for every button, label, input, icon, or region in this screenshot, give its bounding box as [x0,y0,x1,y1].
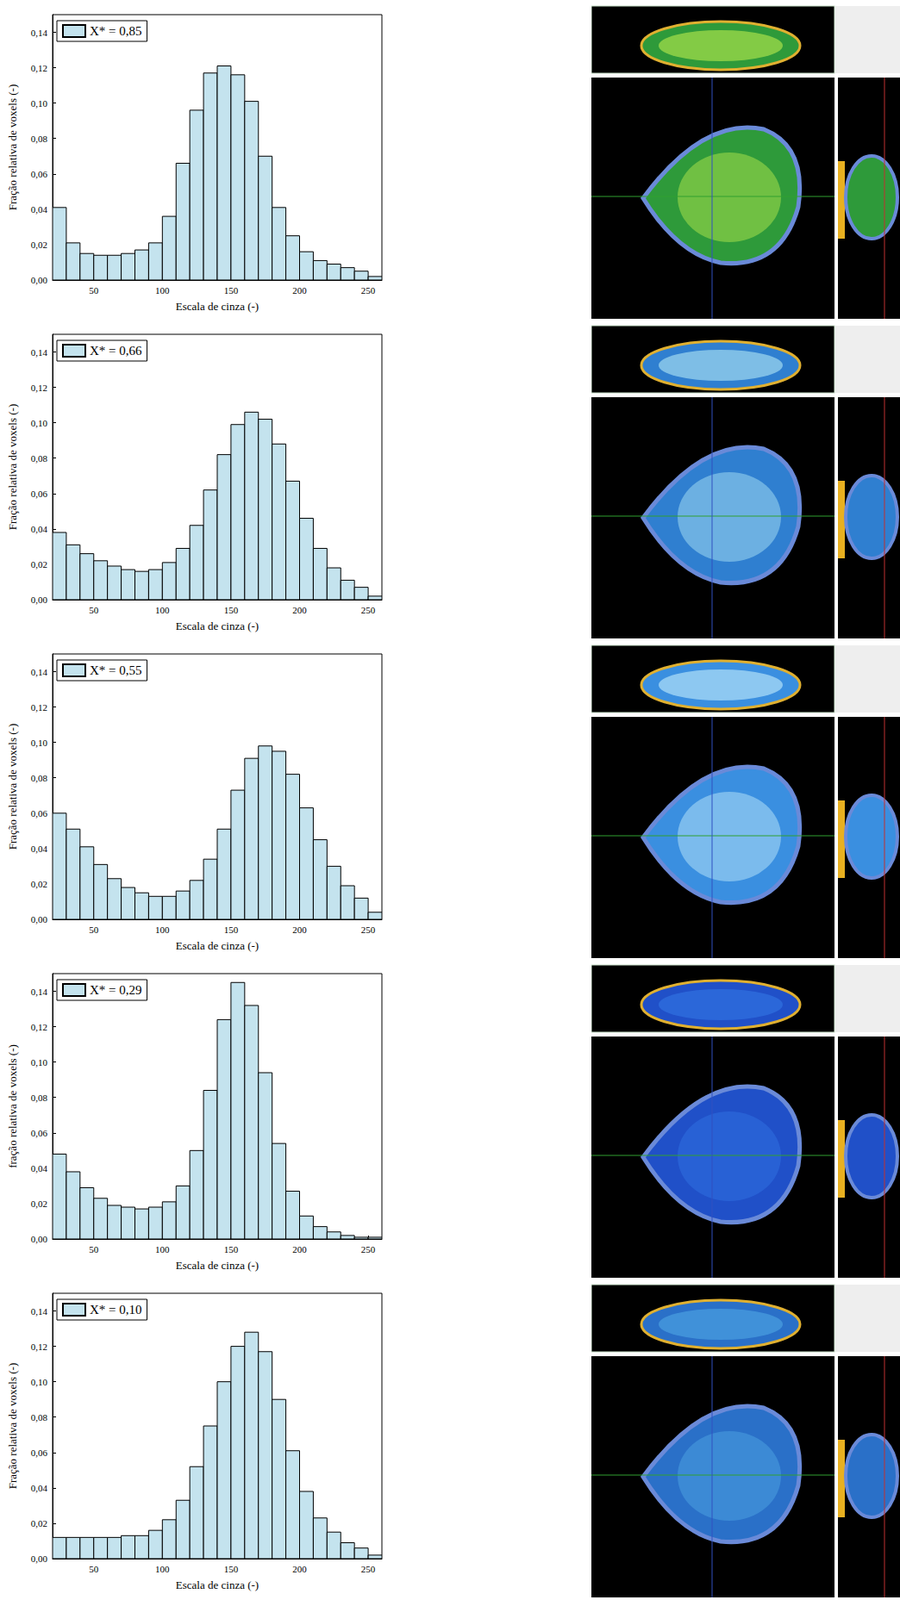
svg-text:0,04: 0,04 [31,204,49,215]
svg-text:X* = 0,10: X* = 0,10 [89,1303,143,1318]
svg-text:X* = 0,66: X* = 0,66 [89,343,143,358]
svg-text:Fração relativa de voxels (-): Fração relativa de voxels (-) [6,1363,19,1491]
svg-text:0,10: 0,10 [31,1057,49,1069]
svg-text:0,12: 0,12 [31,382,48,394]
svg-text:Escala de cinza (-): Escala de cinza (-) [175,1579,259,1593]
svg-text:0,06: 0,06 [31,808,49,819]
svg-text:150: 150 [224,1244,239,1256]
svg-text:0,02: 0,02 [31,559,48,570]
svg-text:150: 150 [224,605,239,616]
svg-text:0,08: 0,08 [31,133,49,144]
svg-text:0,06: 0,06 [31,1128,49,1139]
svg-text:250: 250 [361,285,376,296]
svg-text:0,00: 0,00 [31,594,49,606]
svg-text:Fração relativa de voxels (-): Fração relativa de voxels (-) [6,84,19,212]
svg-text:50: 50 [88,605,100,616]
svg-text:250: 250 [361,1244,376,1256]
svg-text:150: 150 [224,925,239,936]
svg-text:250: 250 [361,925,376,936]
svg-text:100: 100 [155,605,170,616]
svg-text:X* = 0,55: X* = 0,55 [89,663,143,678]
svg-text:0,06: 0,06 [31,488,49,500]
svg-text:0,06: 0,06 [31,1448,49,1459]
svg-text:Fração relativa de voxels (-): Fração relativa de voxels (-) [6,724,19,851]
svg-text:0,02: 0,02 [31,1199,48,1210]
svg-text:0,08: 0,08 [31,1412,49,1424]
svg-text:0,14: 0,14 [31,27,49,38]
svg-text:Fração relativa de voxels (-): Fração relativa de voxels (-) [6,404,19,532]
svg-text:200: 200 [292,1564,307,1575]
svg-text:0,10: 0,10 [31,418,49,429]
svg-text:0,10: 0,10 [31,737,49,749]
svg-text:200: 200 [292,925,307,936]
svg-text:0,14: 0,14 [31,667,49,678]
svg-text:Escala de cinza (-): Escala de cinza (-) [175,619,259,633]
svg-text:Escala de cinza (-): Escala de cinza (-) [175,939,259,953]
svg-text:200: 200 [292,605,307,616]
svg-text:100: 100 [155,1244,170,1256]
svg-text:50: 50 [88,925,100,936]
svg-text:0,06: 0,06 [31,168,49,180]
svg-text:0,02: 0,02 [31,879,48,890]
svg-text:0,10: 0,10 [31,1377,49,1388]
svg-text:50: 50 [88,1564,100,1575]
svg-text:0,04: 0,04 [31,843,49,855]
svg-text:0,04: 0,04 [31,1483,49,1494]
svg-text:Escala de cinza (-): Escala de cinza (-) [175,300,259,313]
svg-text:fração relativa de voxels (-): fração relativa de voxels (-) [6,1044,19,1169]
svg-text:0,08: 0,08 [31,453,49,464]
svg-text:X* = 0,85: X* = 0,85 [89,24,143,38]
svg-text:0,00: 0,00 [31,275,49,286]
svg-text:0,00: 0,00 [31,1234,49,1245]
svg-text:Escala de cinza (-): Escala de cinza (-) [175,1259,259,1273]
svg-text:0,04: 0,04 [31,524,49,535]
svg-text:0,14: 0,14 [31,1306,49,1318]
svg-text:50: 50 [88,1244,100,1256]
svg-text:0,12: 0,12 [31,1022,48,1033]
svg-text:150: 150 [224,285,239,296]
svg-text:0,12: 0,12 [31,62,48,74]
svg-text:200: 200 [292,1244,307,1256]
svg-text:250: 250 [361,1564,376,1575]
svg-text:0,12: 0,12 [31,702,48,713]
svg-text:0,14: 0,14 [31,347,49,358]
svg-text:0,10: 0,10 [31,98,49,109]
svg-text:0,14: 0,14 [31,987,49,998]
svg-text:0,04: 0,04 [31,1163,49,1175]
svg-text:100: 100 [155,285,170,296]
svg-text:150: 150 [224,1564,239,1575]
svg-text:0,08: 0,08 [31,1093,49,1104]
svg-text:0,12: 0,12 [31,1342,48,1353]
svg-text:100: 100 [155,925,170,936]
svg-text:X* = 0,29: X* = 0,29 [89,983,143,998]
svg-text:200: 200 [292,285,307,296]
svg-text:0,00: 0,00 [31,1554,49,1565]
svg-text:50: 50 [88,285,100,296]
svg-text:0,02: 0,02 [31,239,48,250]
svg-text:250: 250 [361,605,376,616]
svg-text:0,02: 0,02 [31,1518,48,1530]
svg-text:0,08: 0,08 [31,773,49,784]
svg-text:0,00: 0,00 [31,914,49,925]
svg-text:100: 100 [155,1564,170,1575]
